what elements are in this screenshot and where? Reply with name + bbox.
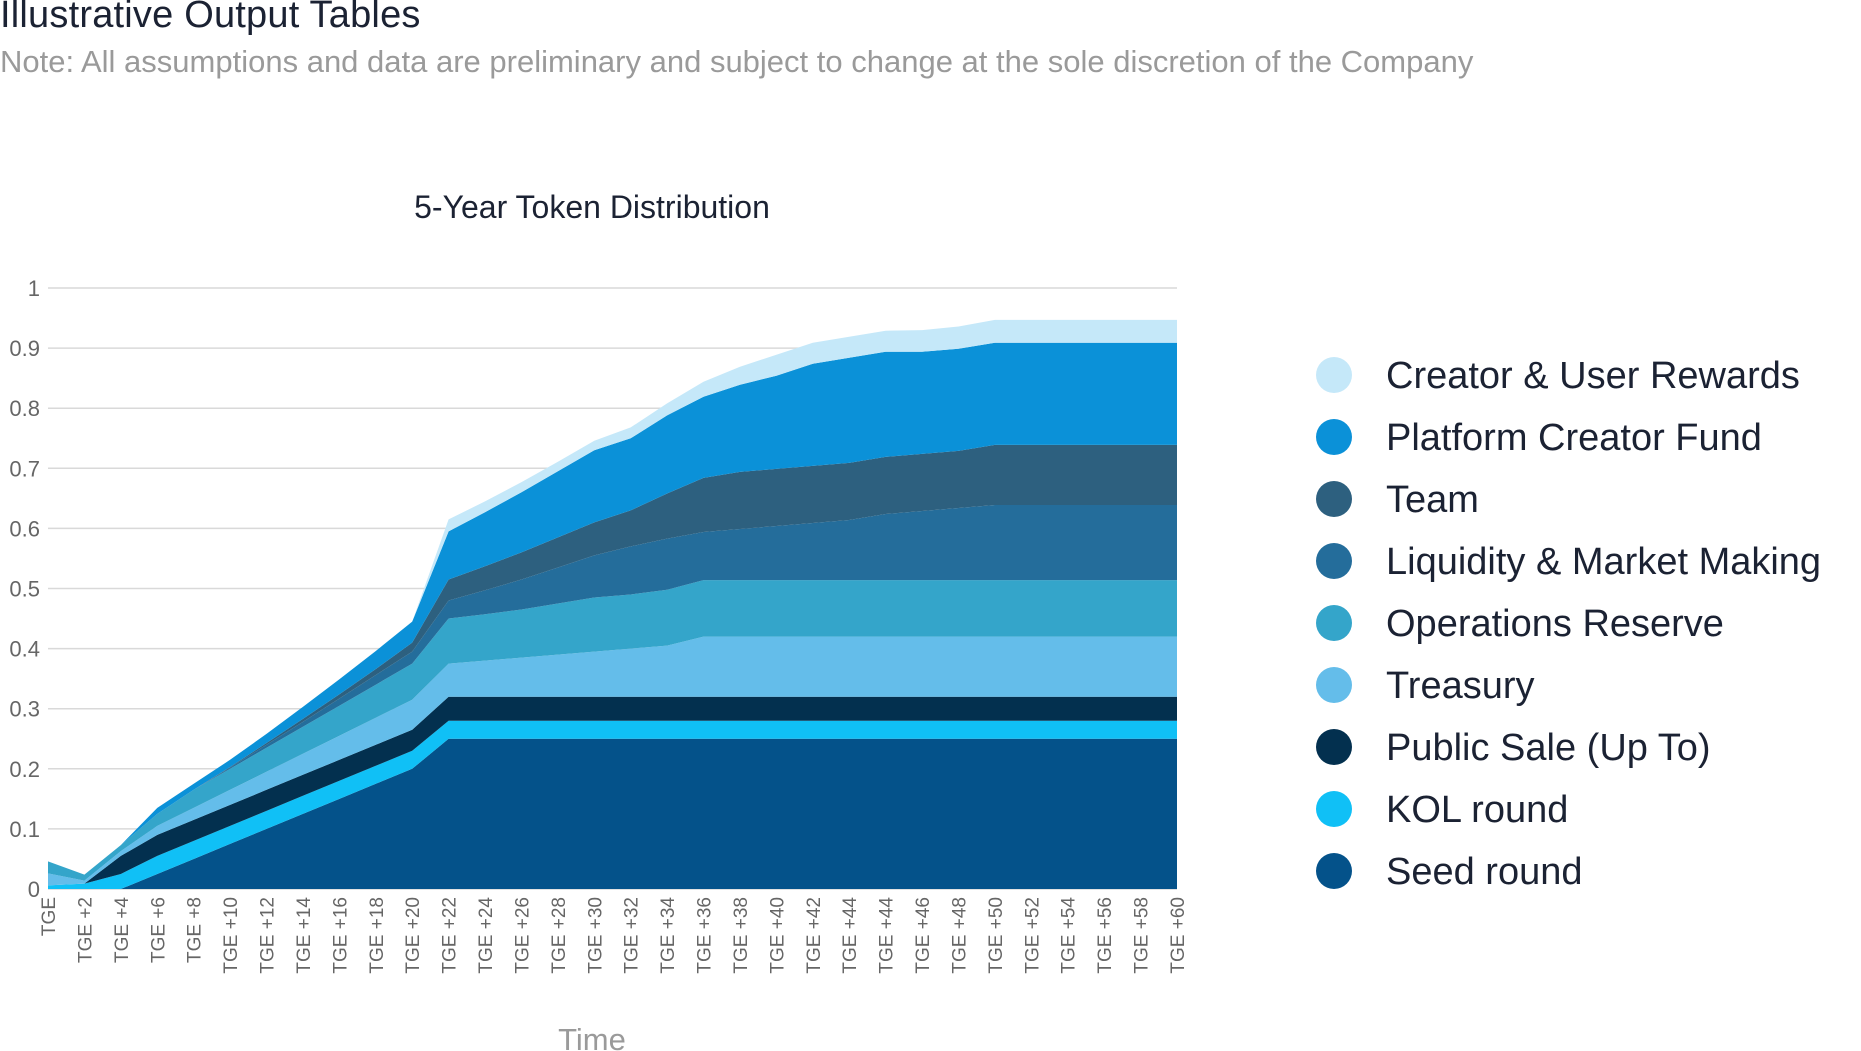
legend-swatch — [1316, 667, 1352, 703]
x-tick-label: TGE +56 — [1095, 897, 1116, 974]
legend-swatch — [1316, 357, 1352, 393]
x-tick-label: TGE +6 — [148, 897, 169, 963]
x-tick-label: TGE +2 — [75, 897, 96, 963]
x-tick-label: TGE +44 — [877, 897, 898, 974]
legend-item-seed-round: Seed round — [1316, 851, 1583, 893]
x-tick-label: TGE +34 — [658, 897, 679, 974]
area-team — [48, 444, 1177, 875]
area-operations-reserve — [48, 580, 1177, 881]
y-tick-label: 0.2 — [9, 757, 40, 782]
y-tick-label: 0.4 — [9, 637, 40, 662]
legend-item-platform-creator-fund: Platform Creator Fund — [1316, 417, 1762, 459]
area-seed-round — [48, 738, 1177, 889]
x-tick-label: TGE +48 — [949, 897, 970, 974]
x-tick-label: TGE +50 — [986, 897, 1007, 974]
x-tick-label: TGE +32 — [622, 897, 643, 974]
legend-label: Liquidity & Market Making — [1386, 541, 1821, 583]
legend-item-treasury: Treasury — [1316, 665, 1535, 707]
x-tick-label: TGE +52 — [1022, 897, 1043, 974]
x-tick-label: TGE +42 — [804, 897, 825, 974]
y-tick-label: 0.5 — [9, 577, 40, 602]
legend-label: Public Sale (Up To) — [1386, 727, 1711, 769]
x-tick-label: TGE +38 — [731, 897, 752, 974]
x-tick-label: TGE +60 — [1168, 897, 1189, 974]
x-tick-label: TGE +8 — [185, 897, 206, 963]
legend-item-operations-reserve: Operations Reserve — [1316, 603, 1724, 645]
y-axis: 0 0.1 0.2 0.3 0.4 0.5 0.6 0.7 0.8 0.9 1 — [9, 276, 40, 902]
legend-swatch — [1316, 419, 1352, 455]
legend-swatch — [1316, 791, 1352, 827]
legend-swatch — [1316, 729, 1352, 765]
area-liquidity-and-market-making — [48, 505, 1177, 875]
x-tick-label: TGE +44 — [840, 897, 861, 974]
x-tick-label: TGE +10 — [221, 897, 242, 974]
x-tick-label: TGE +36 — [695, 897, 716, 974]
legend-item-kol-round: KOL round — [1316, 789, 1568, 831]
legend-swatch — [1316, 481, 1352, 517]
legend-swatch — [1316, 543, 1352, 579]
y-tick-label: 0.9 — [9, 336, 40, 361]
x-axis: TGE TGE +2 TGE +4 TGE +6 TGE +8 TGE +10 TGE +1… — [39, 897, 1189, 974]
x-tick-label: TGE +18 — [367, 897, 388, 974]
y-tick-label: 1 — [28, 276, 40, 301]
area-public-sale-up-to — [48, 696, 1177, 886]
x-tick-label: TGE +40 — [767, 897, 788, 974]
y-tick-label: 0.8 — [9, 396, 40, 421]
x-tick-label: TGE +4 — [112, 897, 133, 963]
stacked-areas — [48, 319, 1177, 889]
x-tick-label: TGE — [39, 897, 60, 936]
area-kol-round — [48, 720, 1177, 889]
x-tick-label: TGE +14 — [294, 897, 315, 974]
y-tick-label: 0.6 — [9, 516, 40, 541]
x-axis-title: Time — [558, 1022, 626, 1051]
y-tick-label: 0.1 — [9, 817, 40, 842]
legend-swatch — [1316, 853, 1352, 889]
x-tick-label: TGE +58 — [1132, 897, 1153, 974]
legend-label: Team — [1386, 479, 1479, 521]
legend-label: Operations Reserve — [1386, 603, 1724, 645]
chart-title: 5-Year Token Distribution — [414, 189, 770, 225]
legend-label: Creator & User Rewards — [1386, 355, 1800, 397]
y-tick-label: 0 — [28, 877, 40, 902]
legend-label: KOL round — [1386, 789, 1568, 831]
x-tick-label: TGE +46 — [913, 897, 934, 974]
legend-item-team: Team — [1316, 479, 1479, 521]
legend-label: Treasury — [1386, 665, 1535, 707]
x-tick-label: TGE +16 — [330, 897, 351, 974]
y-tick-label: 0.7 — [9, 456, 40, 481]
y-tick-label: 0.3 — [9, 697, 40, 722]
x-tick-label: TGE +22 — [440, 897, 461, 974]
legend-item-liquidity-and-market-making: Liquidity & Market Making — [1316, 541, 1821, 583]
legend: Creator & User Rewards Platform Creator F… — [1316, 355, 1821, 893]
area-platform-creator-fund — [48, 342, 1177, 875]
x-tick-label: TGE +28 — [549, 897, 570, 974]
x-tick-label: TGE +26 — [512, 897, 533, 974]
legend-item-public-sale-up-to: Public Sale (Up To) — [1316, 727, 1711, 769]
legend-item-creator-and-user-rewards: Creator & User Rewards — [1316, 355, 1800, 397]
x-tick-label: TGE +12 — [258, 897, 279, 974]
legend-swatch — [1316, 605, 1352, 641]
x-tick-label: TGE +30 — [585, 897, 606, 974]
x-tick-label: TGE +20 — [403, 897, 424, 974]
x-tick-label: TGE +24 — [476, 897, 497, 974]
page-title: Illustrative Output Tables — [0, 0, 421, 36]
page-note: Note: All assumptions and data are preli… — [0, 44, 1474, 79]
x-tick-label: TGE +54 — [1059, 897, 1080, 974]
area-treasury — [48, 636, 1177, 886]
legend-label: Platform Creator Fund — [1386, 417, 1762, 459]
legend-label: Seed round — [1386, 851, 1583, 893]
